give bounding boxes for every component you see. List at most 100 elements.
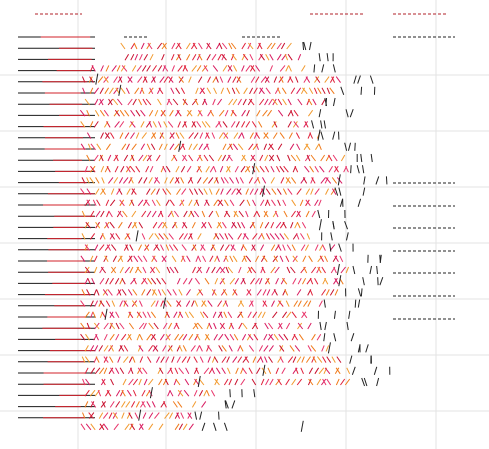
stroke	[239, 345, 244, 352]
stroke	[268, 98, 273, 106]
stroke	[123, 154, 129, 162]
stroke	[81, 289, 86, 296]
stroke	[89, 233, 96, 240]
stroke	[160, 109, 166, 117]
stroke	[212, 311, 217, 319]
stroke	[81, 356, 86, 363]
stroke	[179, 132, 185, 139]
stroke	[91, 401, 97, 408]
stroke	[152, 255, 158, 263]
stroke	[297, 300, 302, 307]
stroke	[80, 423, 86, 431]
stroke	[311, 177, 316, 184]
stroke	[88, 76, 93, 83]
stroke	[250, 266, 257, 274]
stroke	[325, 188, 329, 195]
stroke	[227, 65, 233, 72]
stroke	[94, 98, 99, 106]
stray-tick	[317, 209, 321, 219]
stroke	[213, 166, 217, 173]
stroke	[115, 233, 121, 240]
stroke	[147, 42, 153, 50]
stroke	[105, 221, 110, 229]
stroke	[131, 210, 137, 218]
stray-tick	[231, 400, 236, 409]
stroke	[249, 65, 255, 72]
stroke	[86, 132, 92, 139]
stray-tick	[332, 221, 335, 230]
stroke	[334, 255, 339, 263]
stroke	[242, 356, 248, 363]
stroke	[248, 177, 253, 184]
stroke	[196, 177, 202, 184]
stroke	[283, 165, 289, 173]
stroke	[126, 233, 131, 240]
stroke	[221, 367, 226, 375]
stroke	[189, 188, 194, 195]
stroke	[279, 345, 285, 352]
stray-tick	[347, 142, 352, 151]
stroke	[142, 98, 147, 106]
stroke	[300, 233, 305, 240]
stroke	[145, 98, 152, 106]
stroke	[184, 311, 189, 319]
stroke	[279, 356, 284, 363]
stroke	[319, 244, 324, 251]
stroke	[132, 98, 137, 106]
stroke	[304, 165, 310, 173]
stroke	[128, 356, 133, 363]
stroke	[157, 98, 162, 106]
stroke	[141, 401, 146, 408]
stroke	[269, 65, 273, 72]
stroke	[129, 165, 136, 173]
stroke	[245, 65, 251, 72]
stroke	[156, 188, 160, 195]
stroke	[175, 322, 180, 330]
stroke	[300, 87, 306, 95]
stroke	[279, 165, 285, 173]
stroke	[174, 423, 180, 431]
stroke	[141, 210, 147, 218]
stroke	[97, 76, 104, 83]
stroke	[117, 356, 121, 363]
stroke	[177, 401, 183, 408]
stroke	[280, 42, 286, 50]
stroke	[180, 177, 185, 184]
stroke	[195, 367, 200, 375]
stray-tick	[362, 277, 365, 286]
stroke	[229, 143, 234, 151]
stroke	[106, 244, 112, 251]
stroke	[168, 322, 173, 330]
stroke	[276, 165, 281, 173]
stroke	[178, 367, 184, 375]
stroke-layer	[79, 41, 391, 432]
stroke	[152, 132, 157, 139]
stroke	[118, 188, 123, 195]
stroke	[250, 300, 254, 307]
stroke	[248, 98, 255, 106]
stroke	[217, 98, 223, 106]
stroke	[256, 109, 261, 117]
stroke	[99, 109, 105, 117]
stroke	[166, 300, 172, 307]
stroke	[161, 53, 165, 61]
stroke	[169, 367, 174, 374]
stroke	[233, 65, 238, 72]
stray-tick	[332, 97, 336, 107]
stray-tick	[318, 109, 322, 118]
stroke	[193, 356, 198, 363]
stroke	[131, 221, 137, 229]
stray-tick	[369, 265, 373, 275]
stroke	[219, 266, 225, 274]
stroke	[90, 367, 95, 375]
stroke	[106, 165, 111, 173]
stroke	[185, 367, 190, 375]
stroke	[99, 300, 105, 307]
stroke	[311, 210, 316, 218]
stroke	[182, 98, 188, 106]
stroke	[277, 143, 283, 151]
stray-tick	[345, 109, 349, 118]
stroke	[128, 322, 135, 330]
stroke	[267, 143, 274, 151]
stroke	[296, 143, 301, 151]
